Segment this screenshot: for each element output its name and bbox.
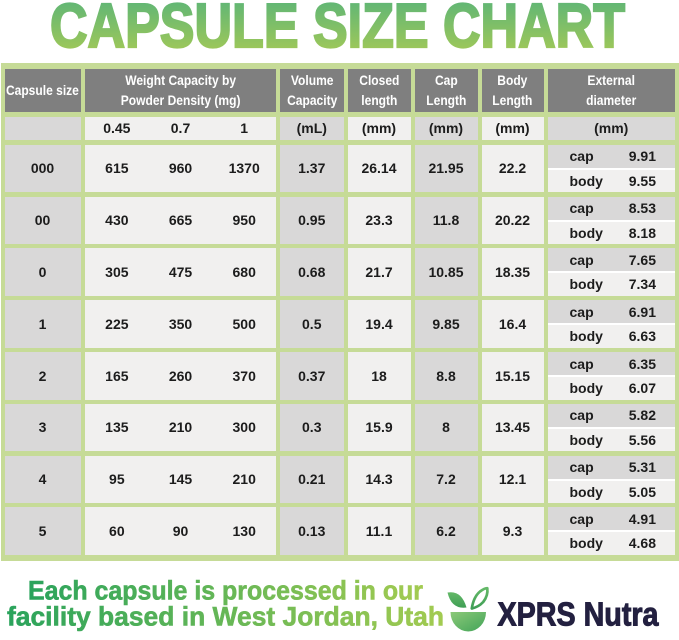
svg-text:Each capsule is processed in o: Each capsule is processed in our (28, 576, 423, 606)
svg-text:facility based in West Jordan,: facility based in West Jordan, Utah (7, 602, 444, 632)
svg-text:XPRS Nutra: XPRS Nutra (498, 596, 660, 633)
svg-text:CAPSULE SIZE CHART: CAPSULE SIZE CHART (50, 0, 625, 61)
